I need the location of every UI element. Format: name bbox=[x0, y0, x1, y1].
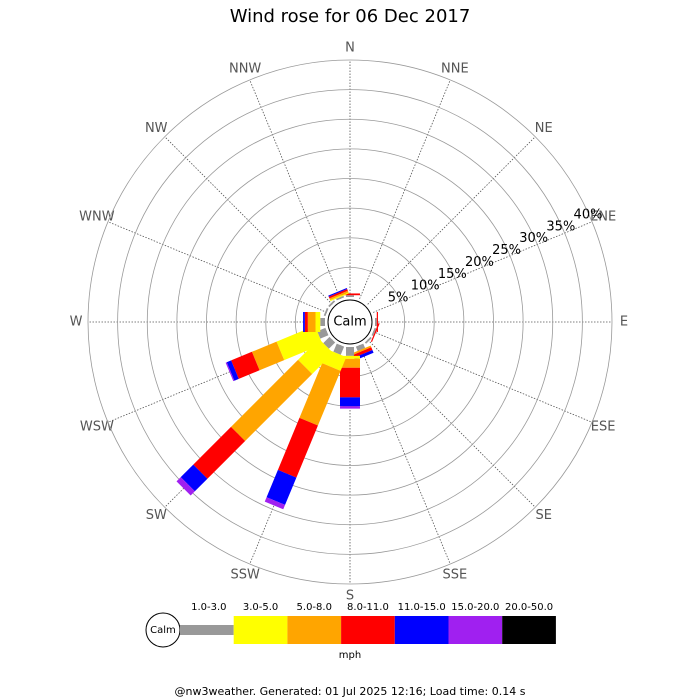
bar-segment bbox=[340, 397, 360, 407]
legend-swatch bbox=[448, 616, 503, 644]
bar-segment bbox=[340, 367, 360, 398]
bar-segment bbox=[307, 312, 316, 332]
direction-label: NNW bbox=[229, 61, 261, 76]
spoke bbox=[107, 221, 328, 313]
ring-label: 20% bbox=[465, 255, 494, 270]
bar-segment bbox=[328, 287, 348, 297]
bar-segment bbox=[340, 293, 360, 296]
direction-label: NW bbox=[145, 121, 168, 136]
legend-unit: mph bbox=[339, 650, 361, 661]
bar-segment bbox=[340, 355, 360, 359]
bar-segment bbox=[346, 347, 354, 356]
direction-label: ESE bbox=[591, 419, 616, 434]
direction-label: W bbox=[70, 315, 83, 330]
bar-segment bbox=[374, 318, 377, 326]
bar-segment bbox=[329, 290, 349, 300]
bar-segment bbox=[315, 312, 321, 332]
bar-segment bbox=[370, 323, 380, 342]
legend-swatch bbox=[394, 616, 449, 644]
ring-label: 30% bbox=[519, 231, 548, 246]
direction-label: N bbox=[345, 41, 355, 56]
bar-segment bbox=[336, 295, 345, 301]
legend-swatch bbox=[502, 616, 556, 644]
direction-label: SSE bbox=[442, 568, 467, 583]
ring-label: 25% bbox=[492, 243, 521, 258]
direction-label: S bbox=[346, 589, 354, 604]
spoke bbox=[249, 79, 341, 300]
bar-segment bbox=[323, 308, 329, 317]
legend-label: 11.0-15.0 bbox=[398, 602, 446, 613]
bar-segment bbox=[225, 362, 235, 382]
ring bbox=[146, 118, 554, 526]
calm-circle bbox=[327, 299, 373, 345]
direction-label: NNE bbox=[441, 61, 469, 76]
bar-segment bbox=[328, 289, 348, 299]
legend-label: 8.0-11.0 bbox=[347, 602, 389, 613]
legend-calm-label: Calm bbox=[150, 625, 176, 636]
bar-segment bbox=[355, 343, 366, 352]
legend-swatch bbox=[341, 616, 395, 644]
bar-segment bbox=[340, 406, 360, 409]
ring bbox=[87, 59, 613, 585]
direction-label: SSW bbox=[230, 568, 260, 583]
bar-segment bbox=[193, 426, 246, 479]
bar-segment bbox=[264, 497, 286, 510]
bar-segment bbox=[180, 464, 208, 492]
bar-segment bbox=[176, 477, 195, 496]
legend-label: 5.0-8.0 bbox=[297, 602, 332, 613]
ring bbox=[117, 89, 583, 555]
bar-segment bbox=[320, 318, 326, 326]
bar-segment bbox=[226, 360, 239, 381]
direction-label: WSW bbox=[80, 419, 114, 434]
bar-segment bbox=[364, 336, 372, 344]
legend-label: 1.0-3.0 bbox=[191, 602, 226, 613]
direction-label: ENE bbox=[590, 210, 616, 225]
bar-segment bbox=[330, 292, 349, 302]
bar-segment bbox=[230, 359, 313, 442]
legend-swatch bbox=[233, 616, 288, 644]
legend-swatch bbox=[180, 625, 234, 635]
bars bbox=[176, 287, 380, 510]
direction-label: SW bbox=[146, 508, 167, 523]
bar-segment bbox=[352, 345, 372, 355]
bar-segment bbox=[340, 358, 360, 368]
footer: @nw3weather. Generated: 01 Jul 2025 12:1… bbox=[175, 685, 526, 698]
bar-segment bbox=[266, 469, 297, 505]
bar-segment bbox=[352, 347, 373, 358]
ring-label: 15% bbox=[438, 267, 467, 282]
bar-segment bbox=[371, 327, 377, 336]
bar-segment bbox=[276, 325, 323, 361]
bar-segment bbox=[277, 417, 318, 478]
ring-label: 35% bbox=[546, 219, 575, 234]
bar-segment bbox=[346, 295, 354, 297]
ring-label: 10% bbox=[411, 279, 440, 294]
bar-segment bbox=[298, 338, 334, 374]
chart-title: Wind rose for 06 Dec 2017 bbox=[230, 6, 471, 27]
direction-label: SE bbox=[536, 508, 552, 523]
spoke bbox=[359, 79, 451, 300]
legend-swatch bbox=[287, 616, 342, 644]
legend-label: 15.0-20.0 bbox=[451, 602, 499, 613]
ring bbox=[176, 148, 524, 496]
ring-label: 5% bbox=[388, 291, 409, 306]
ring-label: 40% bbox=[574, 207, 603, 222]
direction-label: NE bbox=[535, 121, 553, 136]
direction-label: WNW bbox=[79, 210, 115, 225]
ring bbox=[235, 207, 465, 437]
direction-label: E bbox=[620, 315, 628, 330]
legend-label: 20.0-50.0 bbox=[505, 602, 553, 613]
bar-segment bbox=[231, 351, 260, 379]
legend-label: 3.0-5.0 bbox=[243, 602, 278, 613]
bar-segment bbox=[304, 312, 308, 332]
bar-segment bbox=[333, 343, 345, 355]
calm-label: Calm bbox=[333, 315, 366, 330]
bar-segment bbox=[328, 300, 336, 308]
bar-segment bbox=[303, 312, 305, 332]
bar-segment bbox=[323, 336, 336, 349]
bar-segment bbox=[299, 363, 341, 426]
bar-segment bbox=[251, 341, 285, 371]
ring bbox=[206, 178, 494, 466]
